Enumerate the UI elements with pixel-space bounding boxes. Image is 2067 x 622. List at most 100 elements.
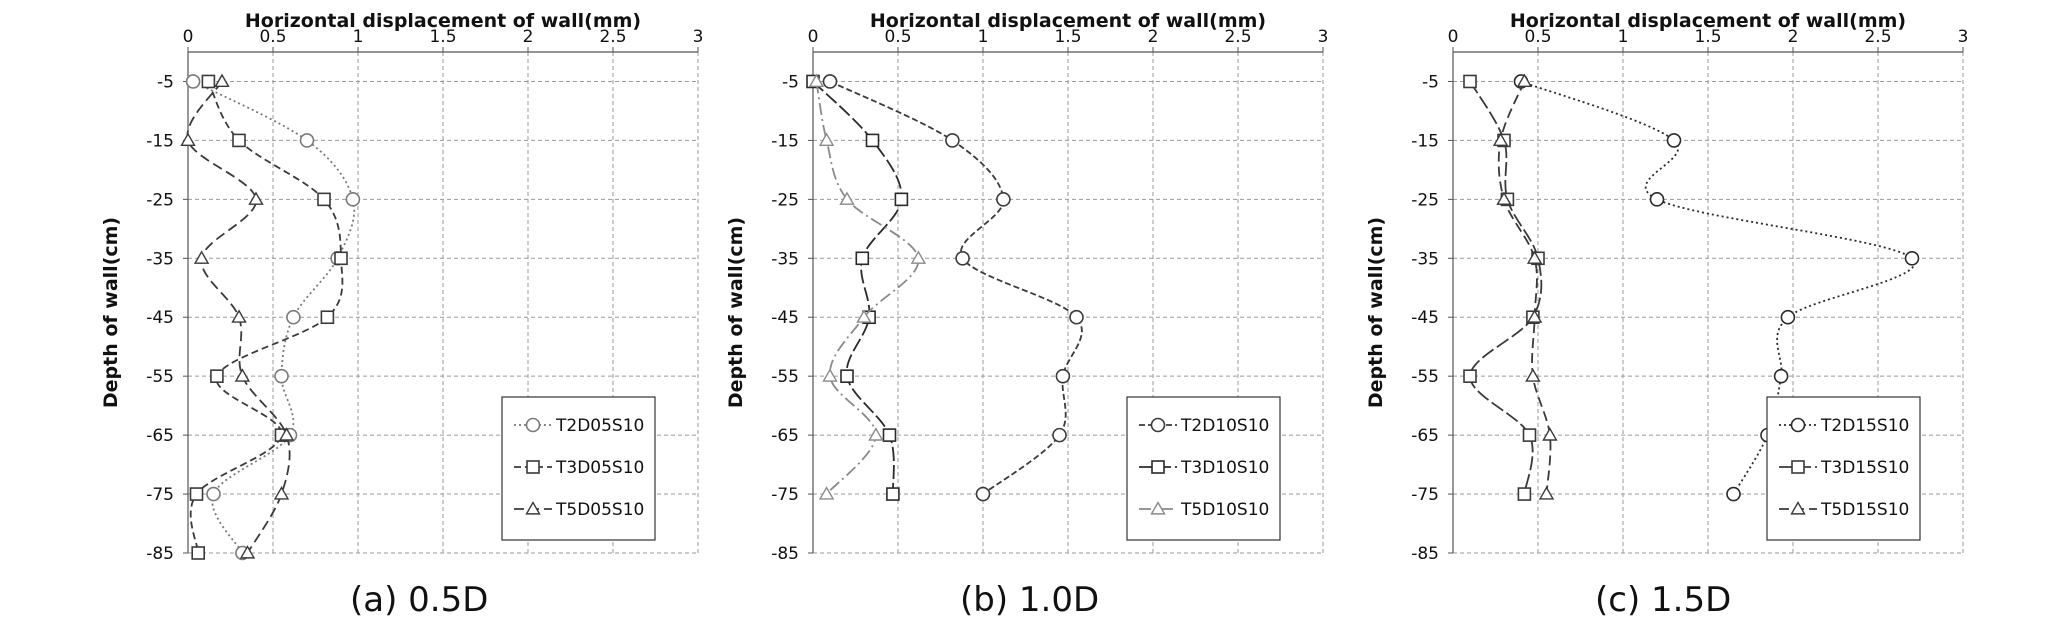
point-a-2-3 — [193, 250, 210, 264]
series-a-2 — [180, 73, 295, 559]
xtick-label-a-5: 2.5 — [599, 27, 626, 47]
point-a-0-0 — [185, 74, 201, 89]
point-b-0-1 — [945, 133, 960, 148]
ytick-label-a-6: -65 — [146, 426, 174, 446]
point-b-2-1 — [818, 132, 835, 146]
chart-panel-c: 0 0.5 1 1.5 2 2.5 3 -5 -15 -25 -35 -45 -55 -65 -75 -85 H… — [1360, 0, 2000, 622]
point-a-0-1 — [299, 133, 315, 148]
ytick-label-b-7: -75 — [771, 485, 799, 505]
ytick-label-c-7: -75 — [1411, 485, 1439, 505]
ytick-label-a-0: -5 — [157, 72, 174, 92]
point-b-0-2 — [996, 192, 1011, 207]
ytick-label-a-3: -35 — [146, 249, 174, 269]
point-b-1-6 — [882, 428, 897, 442]
point-a-2-0 — [214, 73, 230, 88]
legend-c: T2D15S10 T3D15S10 T5D15S10 — [1766, 396, 1921, 541]
point-c-0-3 — [1904, 250, 1920, 266]
legend-marker-c-1 — [1791, 460, 1805, 474]
ytick-label-b-0: -5 — [782, 72, 799, 92]
legend-label-a-2: T5D05S10 — [555, 500, 644, 520]
caption-b-text: (b) 1.0D — [960, 580, 1100, 620]
caption-b: (b) 1.0D — [960, 580, 1099, 620]
ytick-label-c-4: -45 — [1411, 308, 1439, 328]
point-a-0-4 — [286, 309, 301, 325]
point-c-2-0 — [1516, 73, 1533, 88]
ytick-label-c-1: -15 — [1411, 131, 1439, 151]
point-c-2-4 — [1526, 309, 1543, 323]
ytick-label-a-4: -45 — [146, 308, 174, 328]
legend-a: T2D05S10 T3D05S10 T5D05S10 — [501, 396, 656, 541]
legend-b: T2D10S10 T3D10S10 T5D10S10 — [1126, 396, 1281, 541]
chart-svg-c: 0 0.5 1 1.5 2 2.5 3 -5 -15 -25 -35 -45 -55 -65 -75 -85 H… — [1365, 10, 1969, 564]
xtick-label-c-6: 3 — [1958, 27, 1969, 47]
xtick-label-b-5: 2.5 — [1224, 27, 1251, 47]
xtick-label-c-0: 0 — [1448, 27, 1459, 47]
legend-marker-b-0 — [1150, 417, 1166, 433]
series-line-a-1 — [189, 81, 344, 554]
legend-marker-b-2 — [1150, 501, 1166, 515]
ytick-label-a-1: -15 — [146, 131, 174, 151]
ytick-label-b-3: -35 — [771, 249, 799, 269]
ytick-label-a-7: -75 — [146, 485, 174, 505]
xtick-label-a-4: 2 — [523, 27, 534, 47]
legend-marker-a-0 — [525, 417, 541, 433]
point-b-2-3 — [910, 250, 927, 264]
xtick-label-c-2: 1 — [1618, 27, 1629, 47]
ytick-label-b-4: -45 — [771, 308, 799, 328]
point-a-0-7 — [206, 486, 221, 502]
point-a-2-2 — [248, 191, 264, 205]
legend-label-c-2: T5D15S10 — [1820, 500, 1909, 520]
legend-label-c-1: T3D15S10 — [1820, 458, 1909, 478]
point-b-2-2 — [839, 191, 855, 205]
chart-panel-b: 0 0.5 1 1.5 2 2.5 3 -5 -15 -25 -35 -45 -55 -65 -75 -85 H… — [720, 0, 1360, 622]
xtick-label-a-0: 0 — [183, 27, 194, 47]
xlabel-c: Horizontal displacement of wall(mm) — [1510, 10, 1906, 32]
point-b-2-7 — [818, 486, 835, 500]
point-a-1-1 — [232, 133, 246, 148]
legend-marker-c-0 — [1790, 417, 1806, 433]
series-line-a-2 — [186, 80, 291, 554]
legend-marker-b-1 — [1151, 460, 1165, 474]
ytick-label-a-2: -25 — [146, 190, 174, 210]
ytick-label-c-3: -35 — [1411, 249, 1439, 269]
ytick-label-c-6: -65 — [1411, 426, 1439, 446]
caption-a: (a) 0.5D — [350, 580, 488, 620]
legend-marker-a-1 — [526, 460, 540, 474]
point-b-1-1 — [865, 133, 880, 148]
point-b-2-4 — [856, 309, 872, 323]
ytick-label-a-5: -55 — [146, 367, 174, 387]
xtick-label-b-6: 3 — [1318, 27, 1329, 47]
point-a-1-3 — [334, 251, 348, 266]
point-b-1-3 — [855, 251, 870, 266]
point-c-2-2 — [1496, 191, 1512, 205]
xtick-label-a-1: 0.5 — [259, 27, 286, 47]
point-c-1-6 — [1522, 428, 1537, 442]
point-c-1-7 — [1517, 487, 1532, 501]
caption-c-text: (c) 1.5D — [1595, 580, 1732, 620]
caption-c: (c) 1.5D — [1595, 580, 1731, 620]
point-c-1-5 — [1463, 369, 1477, 383]
xtick-label-b-2: 1 — [978, 27, 989, 47]
point-a-1-8 — [191, 546, 205, 560]
point-a-2-5 — [234, 368, 251, 382]
xlabel-b: Horizontal displacement of wall(mm) — [870, 10, 1266, 32]
xtick-label-b-0: 0 — [808, 27, 819, 47]
xtick-label-c-3: 1.5 — [1694, 27, 1721, 47]
point-b-2-6 — [868, 427, 884, 441]
ylabel-c: Depth of wall(cm) — [1365, 217, 1387, 408]
point-c-0-5 — [1773, 368, 1789, 384]
point-a-1-7 — [189, 487, 204, 501]
xtick-label-b-4: 2 — [1148, 27, 1159, 47]
point-b-0-6 — [1052, 427, 1067, 443]
point-b-1-7 — [886, 487, 900, 501]
legend-label-b-2: T5D10S10 — [1180, 500, 1269, 520]
legend-marker-c-2 — [1790, 501, 1806, 515]
ytick-label-b-1: -15 — [771, 131, 799, 151]
ytick-label-b-2: -25 — [771, 190, 799, 210]
point-b-1-5 — [840, 369, 854, 383]
point-c-2-3 — [1526, 250, 1543, 264]
point-a-2-8 — [239, 545, 256, 559]
point-c-2-1 — [1492, 132, 1509, 146]
point-c-2-6 — [1542, 427, 1558, 441]
point-c-0-7 — [1726, 486, 1741, 502]
